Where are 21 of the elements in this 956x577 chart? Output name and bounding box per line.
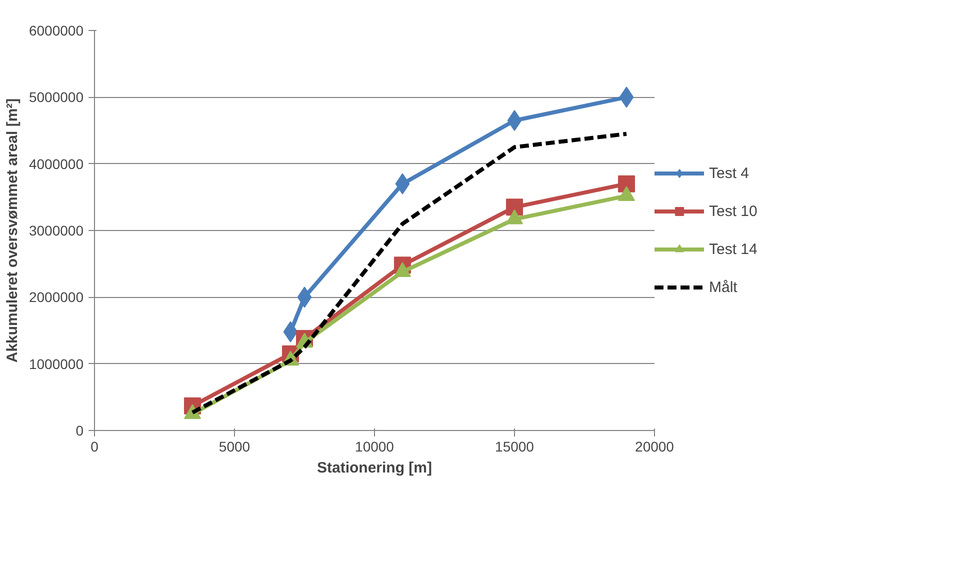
- point: [507, 110, 522, 131]
- y-tick-label: 1000000: [28, 356, 84, 372]
- y-tick-label: 0: [76, 422, 84, 438]
- x-tick-label: 20000: [635, 438, 674, 454]
- y-tick-label: 2000000: [28, 289, 84, 306]
- x-axis-title: Stationering [m]: [317, 460, 432, 476]
- legend-label: Målt: [709, 278, 738, 296]
- y-tick-label: 5000000: [28, 89, 84, 106]
- legend-label: Test 14: [709, 240, 758, 258]
- legend-label: Test 10: [709, 202, 758, 220]
- x-tick-label: 5000: [218, 438, 250, 454]
- x-tick-label: 0: [90, 438, 99, 454]
- legend-label: Test 4: [709, 164, 750, 182]
- x-tick-label: 15000: [495, 438, 534, 454]
- y-tick-label: 6000000: [28, 22, 84, 38]
- y-tick-label: 4000000: [28, 156, 84, 172]
- point: [618, 175, 635, 192]
- y-tick-label: 3000000: [28, 222, 84, 238]
- point: [506, 198, 523, 216]
- x-tick-label: 10000: [355, 438, 394, 454]
- y-axis-title: Akkumuleret oversvømmet areal [m²]: [4, 98, 21, 363]
